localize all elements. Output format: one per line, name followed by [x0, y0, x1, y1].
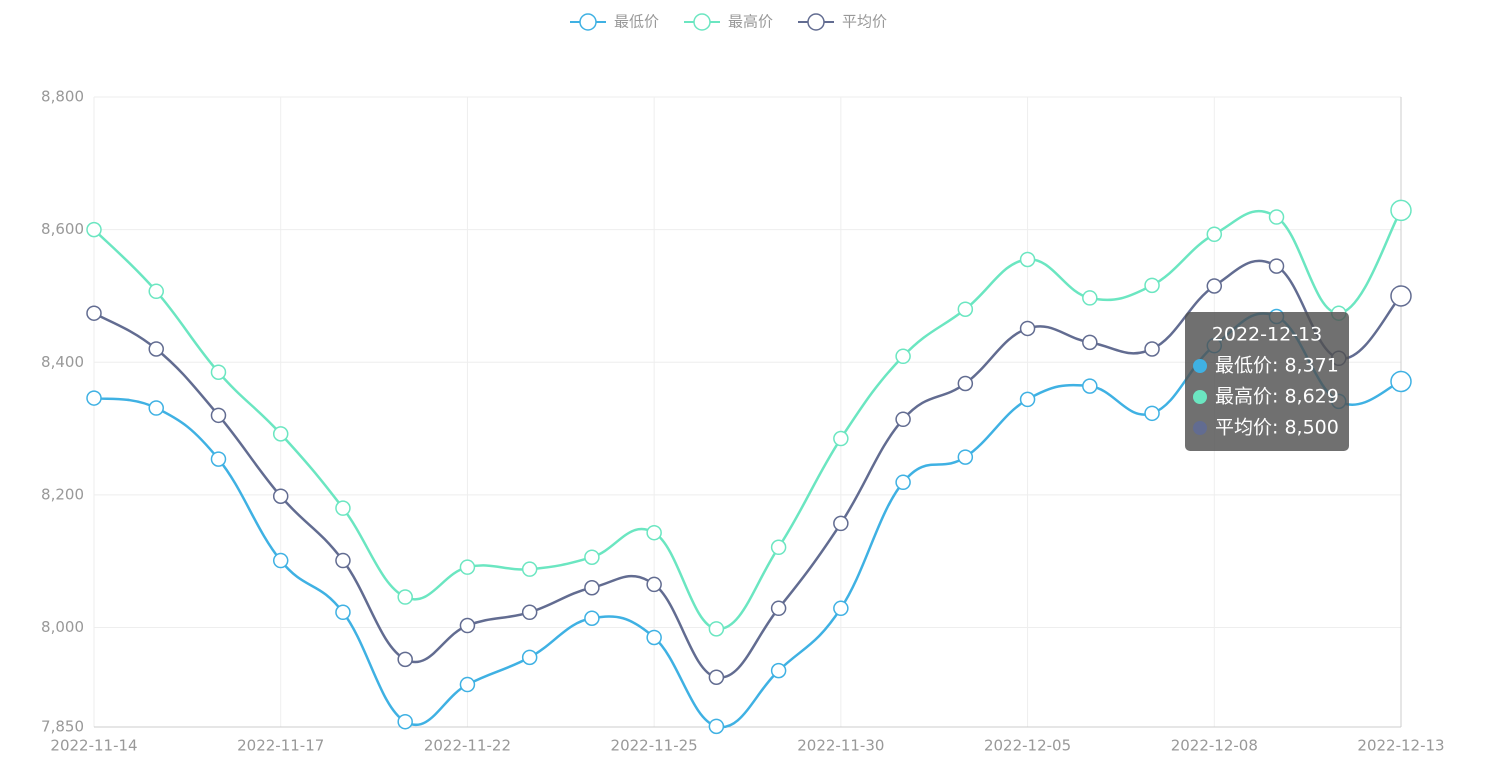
- data-point[interactable]: [397, 589, 413, 605]
- data-point[interactable]: [957, 375, 974, 392]
- data-point[interactable]: [770, 662, 787, 679]
- data-point[interactable]: [708, 621, 725, 637]
- legend-label: 最高价: [728, 13, 773, 31]
- data-point[interactable]: [148, 341, 164, 357]
- tooltip-item: 最高价: 8,629: [1215, 386, 1339, 408]
- data-point[interactable]: [1144, 341, 1160, 357]
- series-line: [93, 209, 1403, 631]
- y-tick-label: 8,400: [41, 353, 84, 371]
- data-point[interactable]: [459, 676, 476, 693]
- data-point[interactable]: [521, 604, 538, 621]
- data-point[interactable]: [1082, 378, 1098, 394]
- legend-marker[interactable]: [693, 13, 711, 31]
- data-point[interactable]: [1390, 285, 1412, 307]
- data-point[interactable]: [148, 283, 164, 300]
- data-point[interactable]: [895, 411, 911, 428]
- data-point[interactable]: [1019, 320, 1036, 337]
- tooltip-item: 平均价: 8,500: [1215, 417, 1339, 439]
- data-point[interactable]: [1144, 405, 1160, 422]
- tooltip-dot: [1193, 359, 1207, 373]
- data-point[interactable]: [86, 221, 102, 238]
- tooltip-item: 最低价: 8,371: [1215, 355, 1339, 377]
- data-point[interactable]: [148, 400, 164, 416]
- x-tick-label: 2022-12-08: [1171, 737, 1258, 755]
- data-point[interactable]: [335, 604, 351, 621]
- data-point[interactable]: [210, 364, 227, 380]
- data-point[interactable]: [1082, 290, 1098, 306]
- data-point[interactable]: [1082, 334, 1098, 351]
- data-point[interactable]: [833, 600, 849, 617]
- data-point[interactable]: [895, 348, 911, 365]
- data-point[interactable]: [957, 301, 974, 317]
- data-point[interactable]: [708, 669, 725, 686]
- x-tick-label: 2022-12-05: [984, 737, 1071, 755]
- y-tick-label: 8,800: [41, 88, 84, 106]
- x-tick-label: 2022-11-17: [237, 737, 324, 755]
- y-tick-label: 8,600: [41, 220, 84, 238]
- x-tick-label: 2022-11-30: [797, 737, 884, 755]
- data-point[interactable]: [1268, 209, 1285, 225]
- data-point[interactable]: [272, 426, 289, 442]
- data-point[interactable]: [1390, 370, 1412, 393]
- data-point[interactable]: [210, 407, 227, 424]
- data-point[interactable]: [895, 474, 911, 491]
- data-point[interactable]: [335, 500, 351, 516]
- data-point[interactable]: [86, 390, 102, 406]
- data-point[interactable]: [272, 552, 289, 569]
- data-point[interactable]: [1206, 278, 1223, 294]
- data-point[interactable]: [1206, 226, 1223, 243]
- data-point[interactable]: [646, 629, 662, 646]
- data-point[interactable]: [770, 539, 787, 556]
- data-point[interactable]: [459, 559, 476, 575]
- data-point[interactable]: [210, 451, 227, 467]
- y-tick-label: 8,200: [41, 485, 84, 503]
- x-tick-label: 2022-11-22: [424, 737, 511, 755]
- y-tick-label: 8,000: [41, 618, 84, 636]
- tooltip: 2022-12-13 最低价: 8,371 最高价: 8,629 平均价: 8,500: [1185, 312, 1349, 451]
- data-point[interactable]: [521, 561, 538, 577]
- data-point[interactable]: [957, 449, 974, 465]
- legend-label: 平均价: [842, 13, 887, 31]
- y-tick-label: 7,850: [41, 718, 84, 736]
- legend-label: 最低价: [614, 13, 659, 31]
- data-point[interactable]: [770, 600, 787, 617]
- data-point[interactable]: [833, 515, 849, 532]
- data-point[interactable]: [584, 579, 600, 596]
- data-point[interactable]: [1390, 199, 1412, 222]
- data-point[interactable]: [86, 305, 102, 321]
- data-point[interactable]: [335, 552, 351, 569]
- legend-marker[interactable]: [579, 13, 597, 31]
- series-line: [93, 312, 1402, 729]
- tooltip-dot: [1193, 390, 1207, 404]
- data-point[interactable]: [646, 576, 662, 593]
- data-point[interactable]: [1019, 251, 1036, 268]
- data-point[interactable]: [833, 430, 849, 447]
- legend-marker[interactable]: [807, 13, 825, 31]
- data-point[interactable]: [584, 610, 600, 626]
- data-point[interactable]: [646, 524, 662, 541]
- data-point[interactable]: [708, 718, 725, 735]
- x-tick-label: 2022-12-13: [1357, 737, 1444, 755]
- data-point[interactable]: [397, 713, 413, 730]
- tooltip-box: [1185, 312, 1349, 451]
- data-point[interactable]: [584, 549, 600, 565]
- x-tick-label: 2022-11-25: [611, 737, 698, 755]
- data-point[interactable]: [397, 651, 413, 668]
- series-line: [93, 259, 1402, 679]
- data-point[interactable]: [521, 649, 538, 666]
- tooltip-dot: [1193, 421, 1207, 435]
- data-point[interactable]: [1268, 258, 1285, 274]
- data-point[interactable]: [1019, 391, 1036, 408]
- data-point[interactable]: [272, 488, 289, 504]
- data-point[interactable]: [1144, 277, 1160, 294]
- legend: 最低价 最高价 平均价: [570, 13, 887, 31]
- x-tick-label: 2022-11-14: [50, 737, 137, 755]
- tooltip-title: 2022-12-13: [1212, 324, 1322, 346]
- data-point[interactable]: [459, 617, 476, 634]
